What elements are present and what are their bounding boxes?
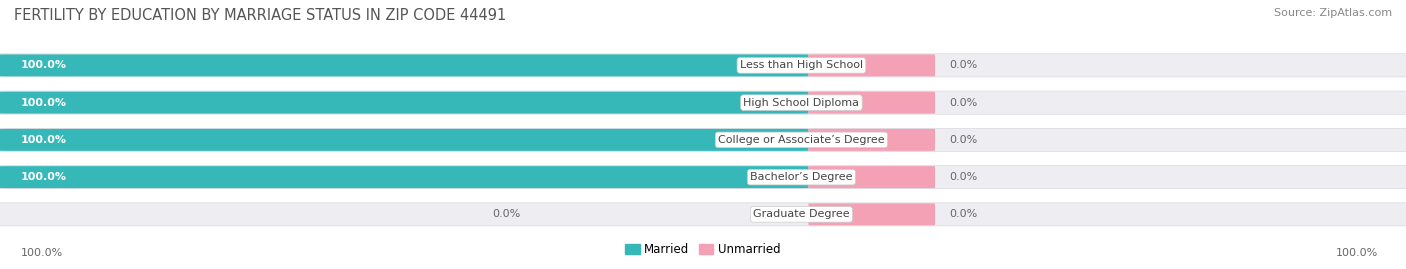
FancyBboxPatch shape	[808, 92, 935, 114]
FancyBboxPatch shape	[808, 203, 935, 225]
Text: College or Associate’s Degree: College or Associate’s Degree	[718, 135, 884, 145]
FancyBboxPatch shape	[0, 91, 1406, 114]
Text: FERTILITY BY EDUCATION BY MARRIAGE STATUS IN ZIP CODE 44491: FERTILITY BY EDUCATION BY MARRIAGE STATU…	[14, 8, 506, 23]
Text: High School Diploma: High School Diploma	[744, 98, 859, 108]
Text: 0.0%: 0.0%	[949, 209, 977, 220]
FancyBboxPatch shape	[0, 92, 808, 114]
FancyBboxPatch shape	[0, 129, 808, 151]
Text: 0.0%: 0.0%	[492, 209, 520, 220]
Text: 100.0%: 100.0%	[1336, 248, 1378, 258]
Text: 0.0%: 0.0%	[949, 98, 977, 108]
FancyBboxPatch shape	[0, 54, 808, 76]
Text: 0.0%: 0.0%	[949, 135, 977, 145]
Text: Less than High School: Less than High School	[740, 60, 863, 70]
Text: 100.0%: 100.0%	[21, 248, 63, 258]
Text: 100.0%: 100.0%	[21, 60, 67, 70]
FancyBboxPatch shape	[0, 166, 808, 188]
Text: Bachelor’s Degree: Bachelor’s Degree	[751, 172, 852, 182]
Text: Graduate Degree: Graduate Degree	[754, 209, 849, 220]
Text: 0.0%: 0.0%	[949, 172, 977, 182]
FancyBboxPatch shape	[808, 166, 935, 188]
FancyBboxPatch shape	[0, 203, 1406, 226]
FancyBboxPatch shape	[808, 129, 935, 151]
Text: 100.0%: 100.0%	[21, 172, 67, 182]
Text: 0.0%: 0.0%	[949, 60, 977, 70]
Text: 100.0%: 100.0%	[21, 98, 67, 108]
Text: Source: ZipAtlas.com: Source: ZipAtlas.com	[1274, 8, 1392, 18]
Text: 100.0%: 100.0%	[21, 135, 67, 145]
Legend: Married, Unmarried: Married, Unmarried	[620, 238, 786, 260]
FancyBboxPatch shape	[0, 54, 1406, 77]
FancyBboxPatch shape	[808, 54, 935, 76]
FancyBboxPatch shape	[0, 128, 1406, 151]
FancyBboxPatch shape	[0, 166, 1406, 189]
